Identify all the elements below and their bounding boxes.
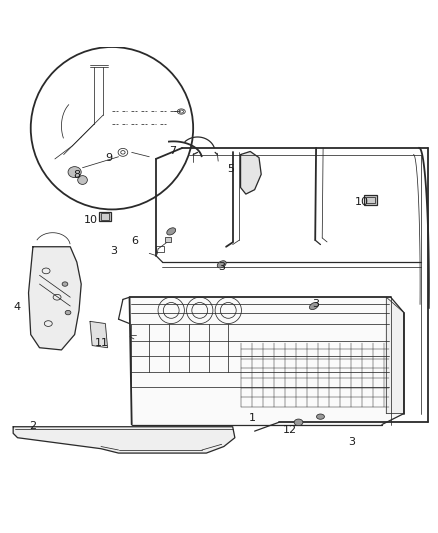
Polygon shape bbox=[129, 297, 403, 425]
Bar bbox=[155, 246, 163, 252]
Text: 3: 3 bbox=[312, 299, 319, 309]
Text: 3: 3 bbox=[110, 246, 117, 256]
FancyBboxPatch shape bbox=[99, 212, 111, 221]
Text: 5: 5 bbox=[226, 164, 233, 174]
Polygon shape bbox=[28, 247, 81, 350]
Ellipse shape bbox=[166, 228, 175, 235]
Bar bbox=[365, 197, 374, 203]
Polygon shape bbox=[13, 427, 234, 453]
Ellipse shape bbox=[217, 261, 226, 268]
Text: 4: 4 bbox=[13, 302, 20, 312]
Bar bbox=[100, 213, 109, 220]
Ellipse shape bbox=[68, 167, 81, 177]
Polygon shape bbox=[90, 321, 107, 348]
Bar bbox=[164, 237, 170, 243]
Ellipse shape bbox=[62, 282, 67, 286]
Text: 2: 2 bbox=[29, 421, 36, 431]
Text: 6: 6 bbox=[131, 236, 138, 246]
Text: 10: 10 bbox=[354, 197, 368, 206]
Ellipse shape bbox=[65, 310, 71, 315]
Text: 11: 11 bbox=[95, 338, 109, 349]
Text: 3: 3 bbox=[347, 437, 354, 447]
FancyBboxPatch shape bbox=[364, 196, 376, 205]
Ellipse shape bbox=[78, 176, 87, 184]
Text: 10: 10 bbox=[84, 214, 98, 224]
Text: 1: 1 bbox=[248, 413, 255, 423]
Text: 12: 12 bbox=[282, 425, 296, 435]
Text: 7: 7 bbox=[169, 147, 176, 157]
Polygon shape bbox=[240, 151, 261, 194]
Text: 3: 3 bbox=[218, 262, 225, 271]
Text: 8: 8 bbox=[73, 170, 80, 180]
Text: 9: 9 bbox=[105, 152, 112, 163]
Ellipse shape bbox=[316, 414, 324, 419]
Ellipse shape bbox=[309, 302, 318, 310]
Polygon shape bbox=[385, 297, 403, 414]
Ellipse shape bbox=[293, 419, 302, 426]
